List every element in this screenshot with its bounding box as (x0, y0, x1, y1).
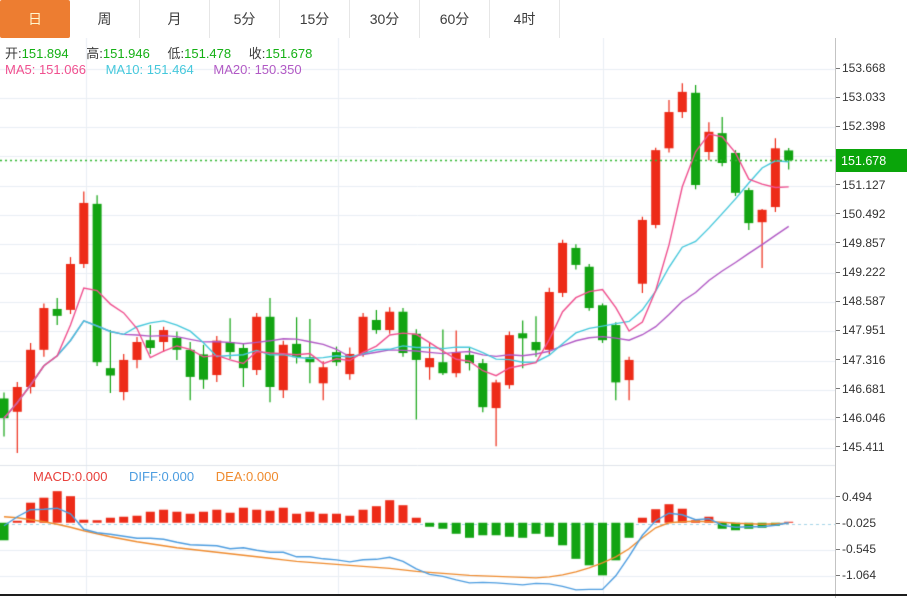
tab-month[interactable]: 月 (140, 0, 210, 38)
macd-header-row: MACD:0.000 DIFF:0.000 DEA:0.000 (33, 469, 297, 484)
price-axis-label: 150.492 (836, 207, 885, 221)
ma5-value: MA5: 151.066 (5, 62, 86, 77)
high-value: 151.946 (102, 46, 150, 61)
price-axis-panel: 153.668153.033152.398151.763151.127150.4… (835, 38, 907, 598)
macd-axis-label: 0.494 (836, 490, 872, 504)
close-label: 收: (248, 46, 266, 61)
price-axis-label: 145.411 (836, 440, 885, 454)
macd-axis-label: -0.545 (836, 542, 876, 556)
price-axis-label: 146.681 (836, 382, 885, 396)
macd-axis-label: -0.025 (836, 516, 876, 530)
tab-15min[interactable]: 15分 (280, 0, 350, 38)
price-axis-label: 152.398 (836, 119, 885, 133)
price-axis-label: 153.033 (836, 90, 885, 104)
open-value: 151.894 (21, 46, 69, 61)
last-price-badge: 151.678 (836, 149, 907, 173)
price-axis-label: 146.046 (836, 411, 885, 425)
timeframe-tabbar: 日 周 月 5分 15分 30分 60分 4时 (0, 0, 907, 39)
price-axis-label: 147.951 (836, 323, 885, 337)
price-axis-label: 149.857 (836, 236, 885, 250)
low-label: 低: (167, 46, 185, 61)
open-label: 开: (5, 46, 22, 61)
price-axis-label: 147.316 (836, 353, 885, 367)
price-axis-label: 148.587 (836, 294, 885, 308)
tab-week[interactable]: 周 (70, 0, 140, 38)
dea-value: DEA:0.000 (215, 469, 279, 484)
ohlc-info-row: 开:151.894 高:151.946 低:151.478 收:151.678 (5, 43, 326, 62)
ma10-value: MA10: 151.464 (105, 62, 194, 77)
tab-day[interactable]: 日 (0, 0, 70, 38)
price-axis-label: 149.222 (836, 265, 885, 279)
diff-value: DIFF:0.000 (129, 469, 195, 484)
tab-30min[interactable]: 30分 (350, 0, 420, 38)
close-value: 151.678 (265, 46, 313, 61)
low-value: 151.478 (184, 46, 232, 61)
candlestick-chart[interactable] (0, 38, 835, 598)
ma-info-row: MA5: 151.066 MA10: 151.464 MA20: 150.350 (5, 62, 318, 77)
tab-5min[interactable]: 5分 (210, 0, 280, 38)
tab-60min[interactable]: 60分 (420, 0, 490, 38)
price-axis-label: 151.127 (836, 178, 885, 192)
ma20-value: MA20: 150.350 (213, 62, 302, 77)
macd-value: MACD:0.000 (33, 469, 108, 484)
tab-4hour[interactable]: 4时 (490, 0, 560, 38)
chart-bottom-frame (0, 594, 907, 596)
price-axis-label: 153.668 (836, 61, 885, 75)
high-label: 高: (86, 46, 103, 61)
macd-axis-label: -1.064 (836, 568, 876, 582)
